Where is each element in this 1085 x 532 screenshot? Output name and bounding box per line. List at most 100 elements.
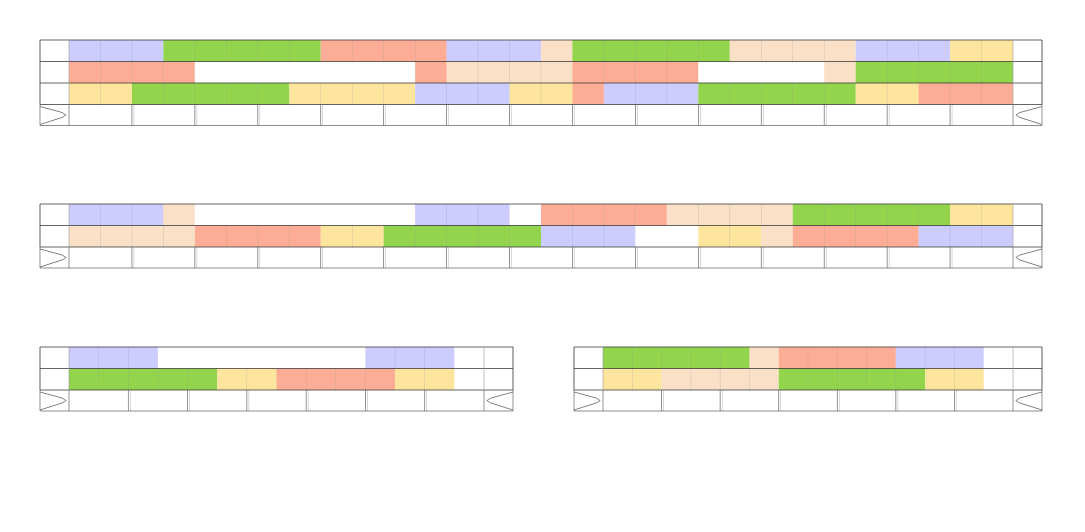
allocation-segment [895, 347, 984, 369]
allocation-segment [69, 225, 195, 247]
allocation-row [69, 368, 455, 390]
empty-segment [635, 225, 699, 247]
allocation-segment [698, 225, 762, 247]
allocation-row [69, 83, 1013, 105]
segment-fill [792, 225, 919, 247]
segment-fill [541, 225, 636, 247]
allocation-segment [603, 83, 699, 105]
segment-fill [365, 347, 455, 369]
segment-fill [194, 225, 321, 247]
allocation-segment [395, 368, 455, 390]
allocation-segment [729, 40, 856, 62]
end-cap-right [1015, 391, 1043, 411]
segment-fill [749, 347, 779, 369]
allocation-segment [276, 368, 396, 390]
allocation-segment [778, 368, 926, 390]
segment-fill [918, 83, 1013, 105]
allocation-segment [194, 225, 321, 247]
allocation-segment [320, 40, 447, 62]
segment-fill [950, 40, 1013, 62]
segment-fill [572, 40, 730, 62]
allocation-segment [217, 368, 277, 390]
allocation-segment [666, 204, 793, 226]
segment-fill [509, 204, 541, 226]
allocation-segment [855, 61, 1013, 83]
segment-fill [855, 61, 1013, 83]
segment-fill [194, 61, 416, 83]
block-2 [39, 203, 1043, 269]
allocation-segment [855, 40, 951, 62]
end-cap-left [39, 106, 67, 125]
segment-fill [415, 83, 510, 105]
allocation-row [603, 368, 984, 390]
allocation-segment [778, 347, 896, 369]
segment-fill [509, 83, 573, 105]
segment-fill [824, 61, 856, 83]
segment-fill [446, 40, 541, 62]
allocation-segment [415, 61, 447, 83]
allocation-segment [415, 83, 510, 105]
segment-fill [950, 204, 1013, 226]
empty-segment [509, 204, 541, 226]
allocation-segment [824, 61, 856, 83]
allocation-segment [163, 204, 195, 226]
segment-fill [603, 83, 699, 105]
segment-fill [131, 83, 290, 105]
segment-fill [163, 40, 321, 62]
segment-fill [163, 204, 195, 226]
allocation-segment [855, 83, 919, 105]
allocation-segment [950, 204, 1013, 226]
end-cap-right [486, 391, 514, 411]
allocation-row [69, 347, 455, 369]
segment-fill [289, 83, 416, 105]
allocation-segment [698, 83, 856, 105]
segment-fill [761, 225, 793, 247]
allocation-segment [603, 368, 662, 390]
segment-fill [69, 225, 195, 247]
segment-fill [778, 368, 926, 390]
allocation-segment [446, 61, 573, 83]
allocation-segment [509, 83, 573, 105]
segment-fill [925, 368, 984, 390]
segment-fill [698, 61, 825, 83]
segment-fill [572, 83, 604, 105]
allocation-segment [289, 83, 416, 105]
segment-fill [661, 368, 779, 390]
allocation-segment [446, 40, 541, 62]
allocation-segment [69, 204, 164, 226]
segment-fill [69, 40, 164, 62]
allocation-segment [918, 225, 1013, 247]
segment-fill [276, 368, 396, 390]
allocation-row [69, 225, 1013, 247]
segment-fill [603, 368, 662, 390]
end-cap-left [39, 391, 67, 411]
allocation-segment [572, 40, 730, 62]
segment-fill [383, 225, 541, 247]
allocation-segment [541, 40, 573, 62]
allocation-segment [365, 347, 455, 369]
allocation-segment [603, 347, 750, 369]
allocation-segment [383, 225, 541, 247]
allocation-segment [69, 347, 158, 369]
end-cap-right [1015, 248, 1043, 268]
segment-fill [541, 40, 573, 62]
allocation-segment [69, 61, 195, 83]
allocation-row [603, 347, 984, 369]
allocation-segment [761, 225, 793, 247]
segment-fill [157, 347, 366, 369]
segment-fill [194, 204, 416, 226]
segment-fill [69, 368, 218, 390]
allocation-segment [320, 225, 384, 247]
allocation-row [69, 61, 1013, 83]
end-cap-left [39, 248, 67, 268]
block-1 [39, 39, 1043, 126]
segment-fill [895, 347, 984, 369]
segment-fill [855, 40, 951, 62]
end-cap-left [573, 391, 601, 411]
empty-segment [698, 61, 825, 83]
segment-fill [541, 204, 667, 226]
segment-fill [603, 347, 750, 369]
segment-fill [69, 61, 195, 83]
allocation-segment [69, 83, 132, 105]
